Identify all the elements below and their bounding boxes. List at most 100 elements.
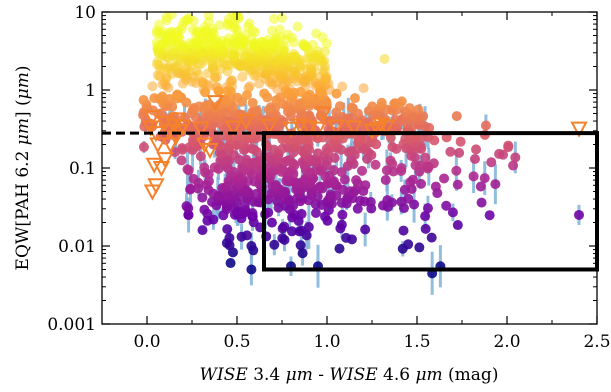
x-tick-label: 0.5	[223, 332, 250, 352]
data-point	[471, 144, 482, 155]
data-point	[222, 224, 233, 235]
data-point	[490, 179, 501, 190]
data-point	[480, 120, 491, 131]
data-point	[441, 200, 452, 211]
x-tick-label: 1.0	[313, 332, 340, 352]
y-tick-label: 0.01	[58, 237, 96, 257]
y-tick-label: 0.001	[47, 315, 96, 335]
data-point	[337, 209, 348, 220]
data-point	[184, 13, 195, 24]
data-point	[269, 239, 280, 250]
data-point	[177, 143, 188, 154]
data-point	[352, 203, 363, 214]
data-point	[428, 158, 439, 169]
axis-tick-labels: 0.0 0.5 1.0 1.5 2.0 2.5 0.001 0.01 0.1 1 10	[47, 3, 610, 352]
data-point	[310, 208, 321, 219]
data-point	[447, 207, 458, 218]
data-point	[468, 171, 479, 182]
data-point	[382, 195, 393, 206]
data-point	[274, 24, 285, 35]
data-point	[203, 176, 214, 187]
data-point	[403, 239, 414, 250]
data-point	[209, 162, 220, 173]
data-point	[475, 181, 486, 192]
data-point	[452, 179, 463, 190]
data-point	[420, 223, 431, 234]
data-point	[451, 111, 462, 122]
data-point	[181, 201, 192, 212]
axis-title-part: )	[13, 66, 33, 73]
upper-limit-marker	[327, 119, 345, 136]
data-point	[312, 148, 323, 159]
upper-limit-marker	[145, 157, 163, 174]
axis-ticks	[101, 11, 598, 325]
data-point	[282, 29, 293, 40]
axis-title-part: μm	[415, 365, 442, 385]
data-point	[413, 104, 424, 115]
data-point	[510, 152, 521, 163]
data-point	[286, 226, 297, 237]
upper-limit-marker	[152, 161, 171, 178]
data-point	[138, 142, 149, 153]
x-tick-label: 2.5	[583, 332, 610, 352]
data-point	[244, 18, 255, 29]
data-point	[292, 21, 303, 32]
data-point	[182, 164, 193, 175]
data-point	[484, 210, 495, 221]
data-point	[494, 148, 505, 159]
data-point	[246, 264, 257, 275]
y-tick-label: 10	[74, 3, 96, 23]
data-point	[277, 233, 288, 244]
upper-limit-marker	[282, 121, 300, 138]
data-point	[430, 181, 441, 192]
data-point	[380, 174, 391, 185]
data-point	[320, 46, 331, 57]
y-tick-label: 1	[85, 81, 96, 101]
upper-limit-marker	[300, 120, 318, 137]
data-point	[269, 13, 280, 24]
data-point	[407, 174, 418, 185]
data-point	[325, 189, 336, 200]
data-point	[479, 173, 490, 184]
upper-limit-marker	[309, 121, 327, 138]
data-point	[151, 37, 162, 48]
upper-limit-marker	[143, 110, 162, 127]
data-point	[455, 136, 466, 147]
data-point	[187, 24, 198, 35]
data-point	[451, 165, 462, 176]
data-point	[295, 240, 306, 251]
data-point	[241, 154, 252, 165]
data-point	[420, 152, 431, 163]
data-point	[246, 143, 257, 154]
data-point	[426, 232, 437, 243]
data-point	[270, 179, 281, 190]
x-tick-label: 2.0	[493, 332, 520, 352]
data-point	[503, 140, 514, 151]
upper-limit-marker	[570, 121, 588, 138]
data-point	[422, 203, 433, 214]
data-point	[367, 101, 378, 112]
upper-limit-marker	[368, 121, 387, 138]
data-point	[410, 160, 421, 171]
data-point	[336, 219, 347, 230]
data-point	[355, 195, 366, 206]
data-point	[486, 157, 497, 168]
data-point	[259, 88, 270, 99]
data-point	[329, 152, 340, 163]
data-point	[284, 155, 295, 166]
data-point	[476, 197, 487, 208]
data-point	[360, 180, 371, 191]
data-point	[199, 162, 210, 173]
data-point	[138, 95, 149, 106]
data-point	[296, 225, 307, 236]
data-point	[508, 160, 519, 171]
axis-title-part: μm	[286, 365, 313, 385]
data-point	[314, 181, 325, 192]
data-point	[288, 48, 299, 59]
data-point	[252, 105, 263, 116]
data-point	[357, 165, 368, 176]
data-point	[307, 39, 318, 50]
upper-limit-marker	[167, 129, 185, 147]
data-point	[147, 81, 158, 92]
